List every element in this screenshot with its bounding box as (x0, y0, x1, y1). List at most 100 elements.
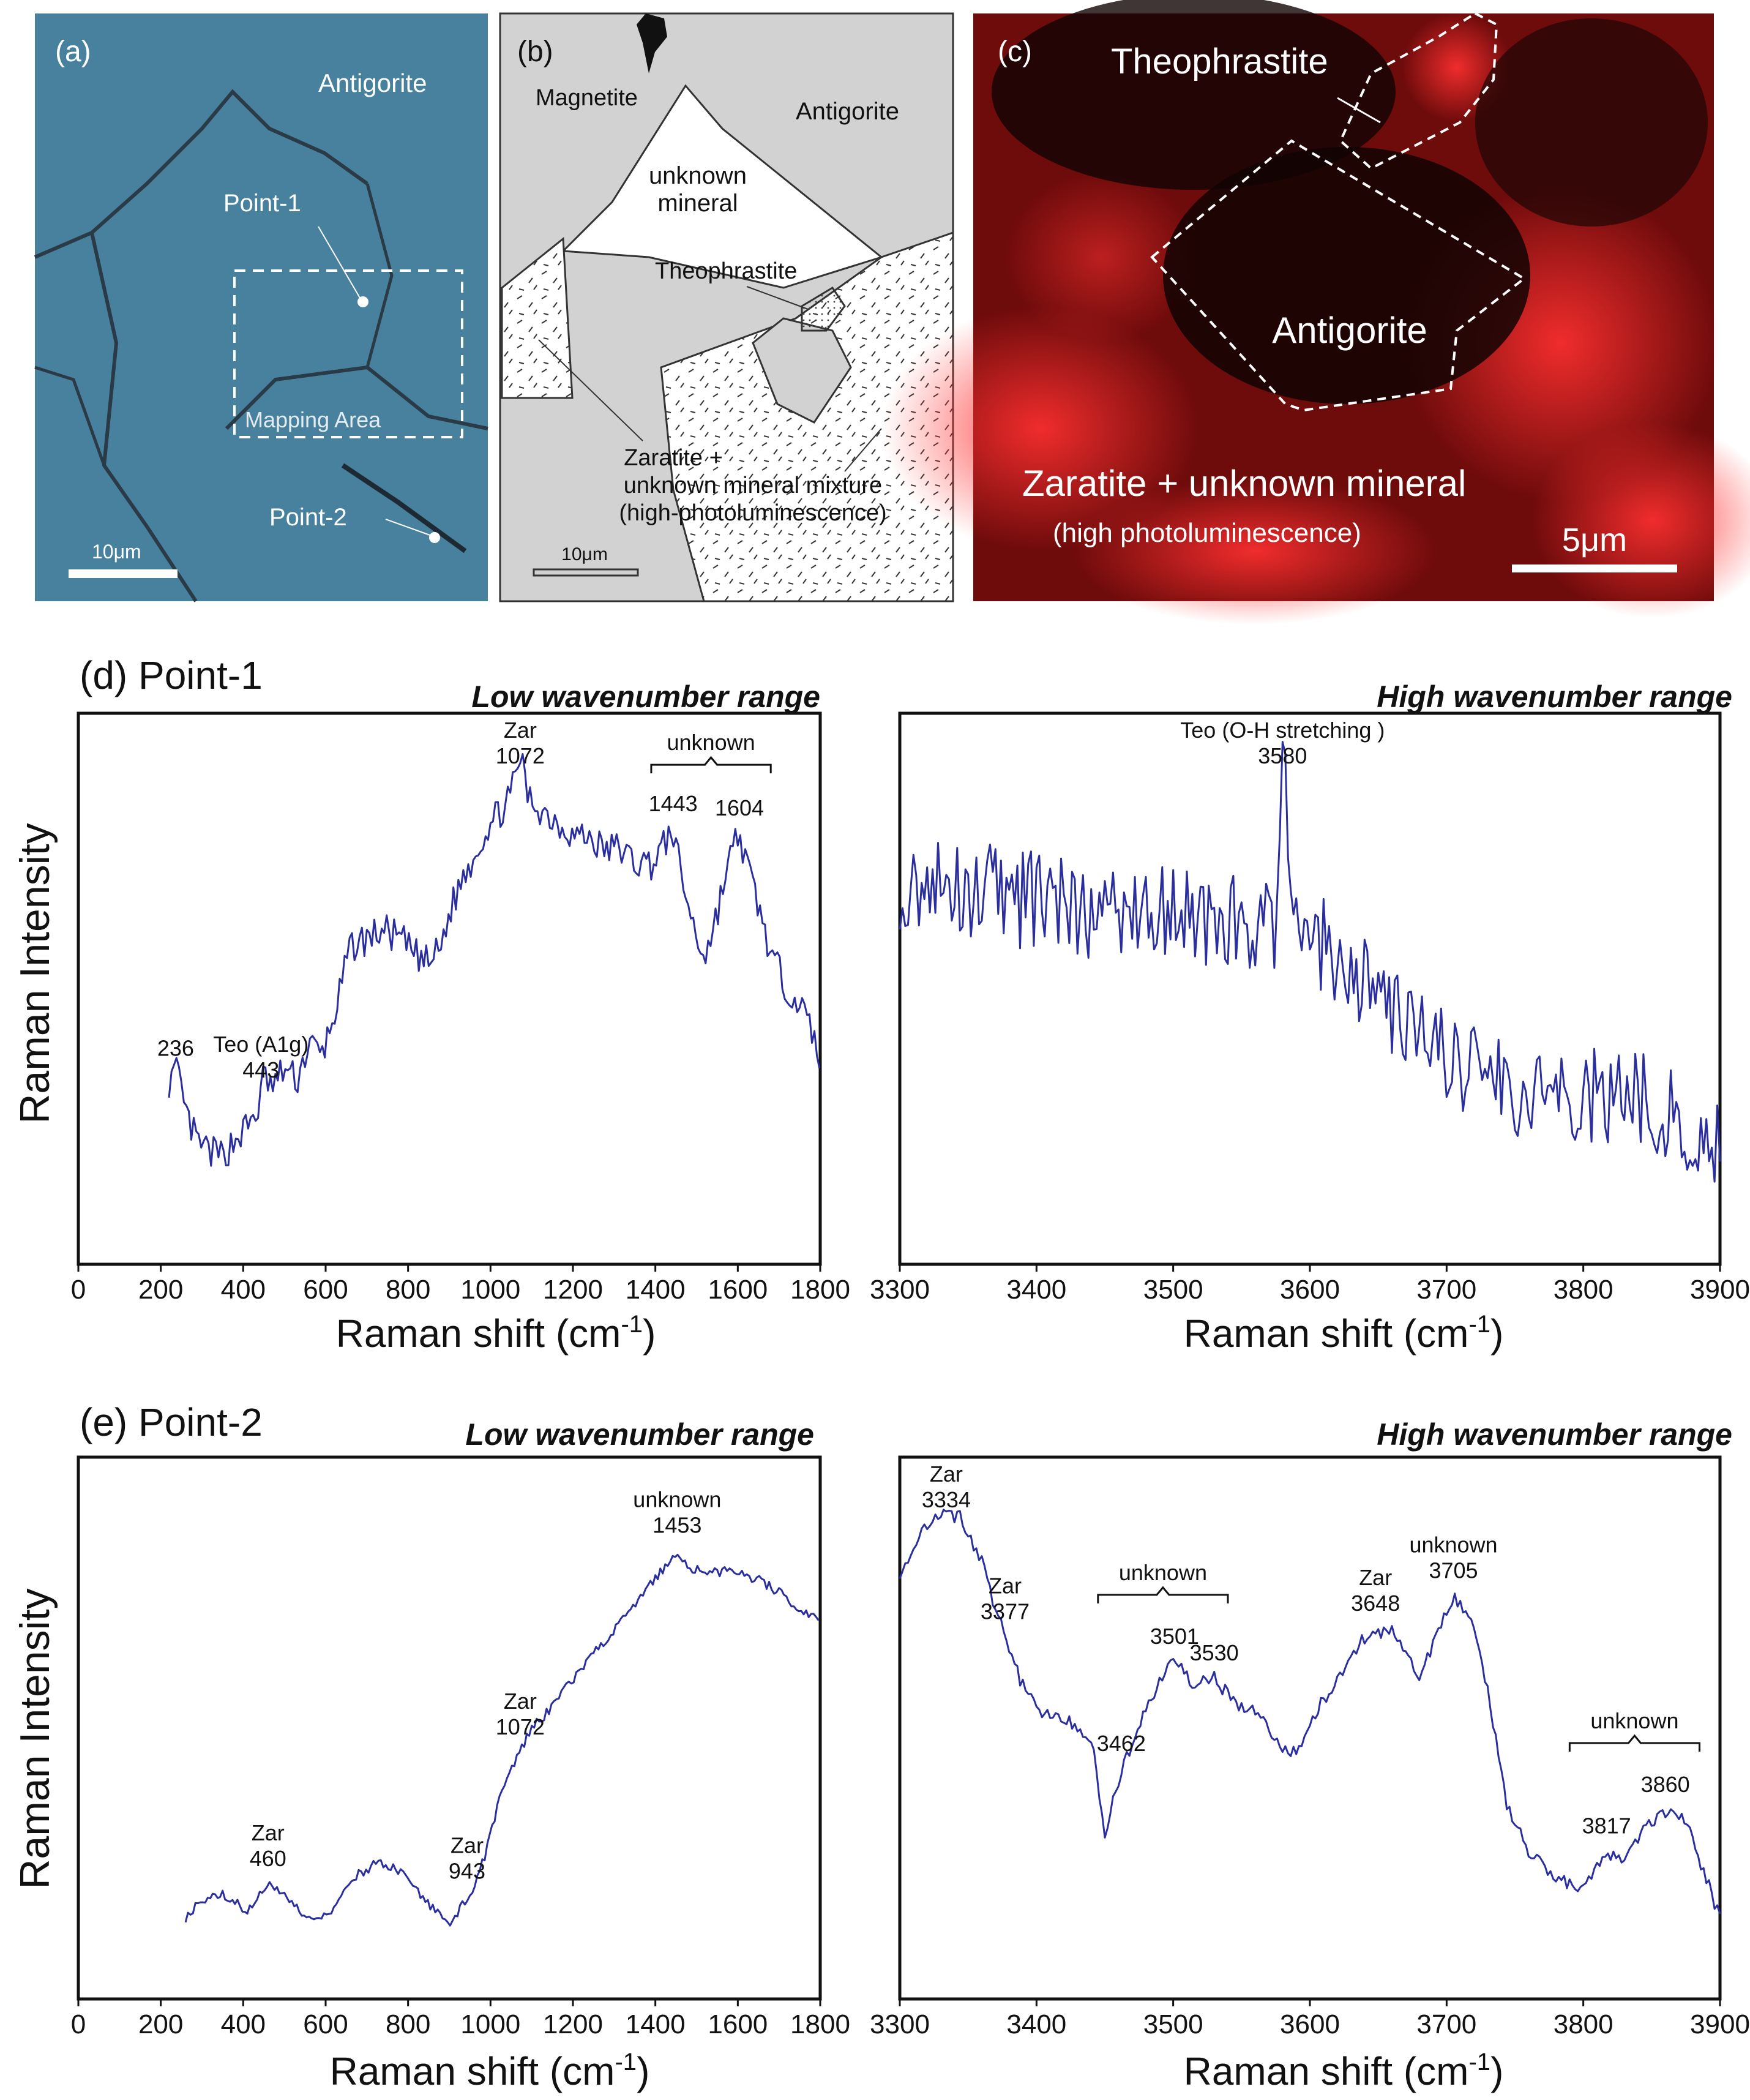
plot-frame (77, 711, 822, 1266)
peak-label: 3530 (1190, 1640, 1239, 1665)
x-tick-label: 3300 (870, 2009, 930, 2039)
grain-boundary (365, 183, 394, 368)
bracket (1568, 1734, 1700, 1752)
e-low-xlabel: Raman shift (cm-1) (330, 2049, 650, 2093)
mapping-area-box (233, 269, 463, 438)
peak-label: unknown (1409, 1532, 1497, 1557)
point1-marker (357, 296, 368, 307)
panel-b-tag: (b) (517, 36, 553, 68)
x-tick-label: 1200 (543, 2009, 603, 2039)
panel-a-antigorite-label: Antigorite (318, 69, 427, 97)
x-tick-label: 3700 (1416, 2009, 1476, 2039)
x-tick-label: 3500 (1143, 1275, 1203, 1305)
grain-boundary (34, 89, 368, 259)
peak-label: 943 (449, 1858, 485, 1883)
panel-b-magnetite-label: Magnetite (536, 85, 638, 111)
peak-label: 460 (250, 1846, 286, 1871)
panel-a: (a) Antigorite Point-1 Mapping Area Poin… (34, 13, 488, 602)
x-tick-label: 3900 (1690, 1275, 1750, 1305)
spectrum-line (899, 1509, 1721, 1914)
peak-label: 3705 (1429, 1558, 1478, 1583)
x-tick-label: 3800 (1554, 1275, 1614, 1305)
x-tick-label: 800 (386, 1275, 430, 1305)
chart-d-low: 0 200 400 600 800 1000 1200 1400 1600 1800 236 Teo … (71, 711, 850, 1305)
panel-c-antigorite-label: Antigorite (1272, 310, 1427, 351)
peak-label: 1072 (496, 1714, 545, 1739)
x-tick-label: 600 (303, 1275, 348, 1305)
section-d-title: (d) Point-1 (80, 653, 263, 697)
x-tick-label: 3600 (1280, 1275, 1340, 1305)
peak-label: 3817 (1582, 1813, 1631, 1838)
panel-b: (b) Magnetite Antigorite unknown mineral… (499, 12, 954, 602)
panel-c-scale-bar (1512, 564, 1677, 572)
unknown-mineral-region (561, 84, 884, 289)
x-tick-label: 3700 (1416, 1275, 1476, 1305)
x-tick-label: 1400 (626, 2009, 686, 2039)
panel-a-tag: (a) (55, 36, 91, 68)
x-tick-label: 1600 (708, 1275, 768, 1305)
theophrastite-outline (1339, 12, 1498, 170)
panel-b-mixture-label-3: (high-photoluminescence) (619, 500, 886, 526)
peak-label: Zar (451, 1832, 484, 1858)
panel-a-scale-bar (69, 569, 178, 578)
peak-label: Zar (504, 718, 537, 743)
x-tick-label: 1400 (626, 1275, 686, 1305)
x-tick-label: 1600 (708, 2009, 768, 2039)
peak-label: Teo (O-H stretching ) (1180, 718, 1385, 743)
panel-a-shade (35, 13, 488, 601)
x-tick-label: 3300 (870, 1275, 930, 1305)
e-high-xlabel: Raman shift (cm-1) (1184, 2049, 1504, 2093)
mixture-hatch (502, 239, 572, 398)
panel-b-theophrastite-label: Theophrastite (655, 258, 797, 284)
peak-label: 3501 (1150, 1624, 1199, 1649)
x-tick-label: 400 (221, 2009, 266, 2039)
dark-region (992, 0, 1396, 190)
spectrum-line (184, 1553, 820, 1927)
peak-label: 236 (157, 1036, 194, 1061)
bracket (650, 756, 772, 774)
x-tick-label: 0 (71, 2009, 86, 2039)
chart-e-low: 0 200 400 600 800 1000 1200 1400 1600 1800Zar460Z… (71, 1455, 850, 2039)
peak-label: Zar (252, 1820, 285, 1845)
leader-line (844, 428, 882, 472)
panel-b-mineral-label: mineral (657, 190, 738, 217)
chart-d-high: 3300 3400 3500 3600 3700 3800 3900 Teo (O-H str… (870, 711, 1750, 1305)
point2-marker (429, 532, 440, 543)
panel-b-mixture-label-1: Zaratite + (624, 445, 723, 471)
e-ylabel: Raman Intensity (12, 1588, 58, 1889)
spectrum-line (168, 753, 821, 1167)
plot-frame (898, 711, 1722, 1266)
leader-line (318, 226, 362, 301)
x-tick-label: 200 (138, 2009, 183, 2039)
panel-c-tag: (c) (998, 36, 1032, 68)
x-tick-label: 0 (71, 1275, 86, 1305)
glow-blob (1071, 478, 1438, 624)
x-tick-label: 600 (303, 2009, 348, 2039)
peak-label: Teo (A1g) (213, 1032, 308, 1057)
d-high-range-label: High wavenumber range (1377, 680, 1732, 714)
bracket-label: unknown (667, 730, 755, 755)
peak-label: 1072 (496, 743, 545, 768)
antigorite-outline (1150, 139, 1527, 412)
d-low-xlabel: Raman shift (cm-1) (336, 1311, 656, 1356)
d-ylabel: Raman Intensity (12, 823, 58, 1123)
leader-line (746, 286, 809, 310)
leader-line (385, 519, 432, 536)
plot-frame (77, 1455, 822, 2001)
bracket-label: unknown (1119, 1560, 1207, 1585)
leader-line (538, 339, 643, 441)
d-low-range-label: Low wavenumber range (471, 680, 820, 714)
theophrastite-grain (801, 286, 846, 332)
peak-label: 3580 (1258, 743, 1307, 768)
grain-boundary (34, 366, 106, 466)
panel-b-unknown-label: unknown (649, 162, 747, 189)
e-high-range-label: High wavenumber range (1377, 1417, 1732, 1452)
panel-a-scale-label: 10μm (92, 541, 141, 563)
panel-c-scale-label: 5μm (1562, 522, 1627, 558)
x-tick-label: 3400 (1006, 2009, 1066, 2039)
glow-blob (1004, 171, 1200, 343)
panel-b-mixture-label-2: unknown mineral mixture (624, 473, 882, 498)
panel-b-scale-label: 10μm (561, 544, 608, 564)
peak-label: 3648 (1351, 1591, 1400, 1616)
